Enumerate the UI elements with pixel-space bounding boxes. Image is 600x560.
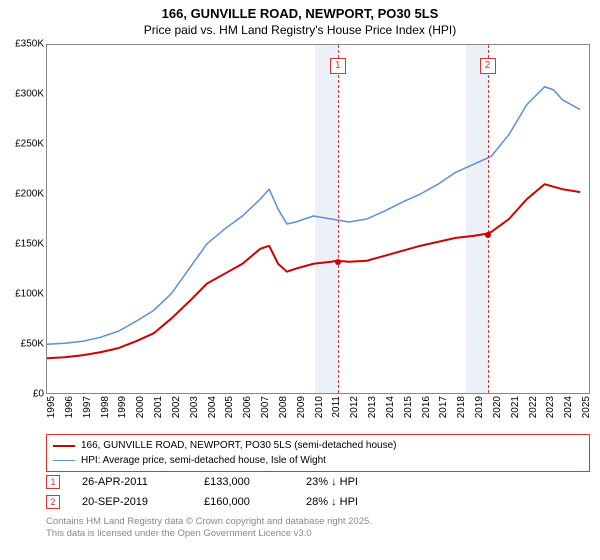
x-tick-label: 2011 xyxy=(331,396,342,418)
info-date: 26-APR-2011 xyxy=(82,476,182,488)
y-tick-label: £350K xyxy=(0,39,44,50)
x-tick-label: 2001 xyxy=(153,396,164,418)
x-tick-label: 2020 xyxy=(492,396,503,418)
info-price: £133,000 xyxy=(204,476,284,488)
y-tick-label: £250K xyxy=(0,139,44,150)
sale-dot xyxy=(335,259,341,265)
title-line2: Price paid vs. HM Land Registry's House … xyxy=(0,23,600,37)
x-tick-label: 1998 xyxy=(100,396,111,418)
x-tick-label: 2005 xyxy=(224,396,235,418)
x-tick-label: 2004 xyxy=(207,396,218,418)
sale-dot xyxy=(485,232,491,238)
info-row: 2 20-SEP-2019 £160,000 28% ↓ HPI xyxy=(46,492,590,512)
x-tick-label: 2023 xyxy=(545,396,556,418)
x-tick-label: 2014 xyxy=(385,396,396,418)
x-tick-label: 2019 xyxy=(474,396,485,418)
sale-marker-2: 2 xyxy=(480,58,496,74)
chart-container: 166, GUNVILLE ROAD, NEWPORT, PO30 5LS Pr… xyxy=(0,0,600,560)
info-date: 20-SEP-2019 xyxy=(82,496,182,508)
legend-swatch xyxy=(53,445,75,447)
info-row: 1 26-APR-2011 £133,000 23% ↓ HPI xyxy=(46,472,590,492)
x-tick-label: 2015 xyxy=(403,396,414,418)
x-tick-label: 2024 xyxy=(563,396,574,418)
x-tick-label: 2025 xyxy=(581,396,592,418)
x-tick-label: 2003 xyxy=(189,396,200,418)
sale-vline xyxy=(338,45,339,393)
x-tick-label: 2017 xyxy=(438,396,449,418)
info-marker: 1 xyxy=(46,475,60,489)
legend-item: HPI: Average price, semi-detached house,… xyxy=(53,453,583,468)
chart-svg xyxy=(47,45,589,393)
y-tick-label: £0 xyxy=(0,389,44,400)
x-tick-label: 2007 xyxy=(260,396,271,418)
info-marker: 2 xyxy=(46,495,60,509)
legend-label: 166, GUNVILLE ROAD, NEWPORT, PO30 5LS (s… xyxy=(81,440,397,451)
info-rows: 1 26-APR-2011 £133,000 23% ↓ HPI 2 20-SEP-201… xyxy=(46,472,590,512)
sale-vline xyxy=(488,45,489,393)
footer-line2: This data is licensed under the Open Gov… xyxy=(46,528,590,540)
y-tick-label: £100K xyxy=(0,289,44,300)
x-tick-label: 2000 xyxy=(135,396,146,418)
info-price: £160,000 xyxy=(204,496,284,508)
x-tick-label: 2022 xyxy=(528,396,539,418)
x-tick-label: 2021 xyxy=(510,396,521,418)
series-price_paid xyxy=(47,184,580,358)
plot-area: 12 xyxy=(46,44,590,394)
footer-attribution: Contains HM Land Registry data © Crown c… xyxy=(46,516,590,541)
x-tick-label: 1997 xyxy=(82,396,93,418)
x-tick-label: 2018 xyxy=(456,396,467,418)
y-tick-label: £150K xyxy=(0,239,44,250)
x-tick-label: 2002 xyxy=(171,396,182,418)
x-tick-label: 1996 xyxy=(64,396,75,418)
x-tick-label: 1995 xyxy=(46,396,57,418)
footer-line1: Contains HM Land Registry data © Crown c… xyxy=(46,516,590,528)
y-tick-label: £200K xyxy=(0,189,44,200)
chart-title: 166, GUNVILLE ROAD, NEWPORT, PO30 5LS Pr… xyxy=(0,0,600,41)
info-delta: 23% ↓ HPI xyxy=(306,476,406,488)
y-axis: £0£50K£100K£150K£200K£250K£300K£350K xyxy=(0,44,46,394)
x-tick-label: 2006 xyxy=(242,396,253,418)
x-tick-label: 2009 xyxy=(296,396,307,418)
legend-item: 166, GUNVILLE ROAD, NEWPORT, PO30 5LS (s… xyxy=(53,438,583,453)
series-hpi xyxy=(47,87,580,345)
x-tick-label: 2008 xyxy=(278,396,289,418)
x-tick-label: 2013 xyxy=(367,396,378,418)
x-tick-label: 1999 xyxy=(117,396,128,418)
x-tick-label: 2012 xyxy=(349,396,360,418)
y-tick-label: £50K xyxy=(0,339,44,350)
title-line1: 166, GUNVILLE ROAD, NEWPORT, PO30 5LS xyxy=(0,6,600,21)
info-delta: 28% ↓ HPI xyxy=(306,496,406,508)
legend-swatch xyxy=(53,460,75,462)
legend-box: 166, GUNVILLE ROAD, NEWPORT, PO30 5LS (s… xyxy=(46,434,590,472)
x-tick-label: 2016 xyxy=(421,396,432,418)
x-axis: 1995 1996 1997 1998 1999 2000 2001 2002 2003 2004… xyxy=(46,394,590,434)
legend-label: HPI: Average price, semi-detached house,… xyxy=(81,455,326,466)
x-tick-label: 2010 xyxy=(314,396,325,418)
y-tick-label: £300K xyxy=(0,89,44,100)
sale-marker-1: 1 xyxy=(330,58,346,74)
